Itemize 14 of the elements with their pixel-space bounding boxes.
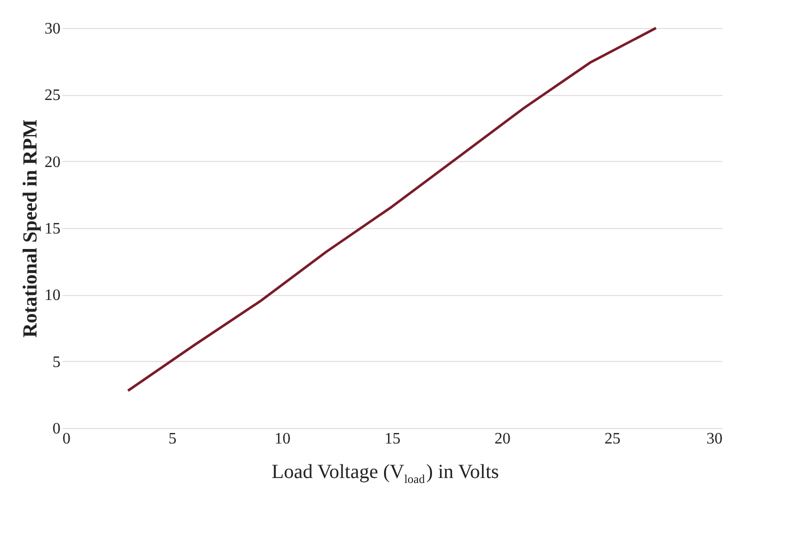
y-tick-label: 20 bbox=[44, 154, 60, 171]
x-tick-label: 15 bbox=[384, 430, 400, 448]
y-tick-label: 15 bbox=[44, 220, 60, 238]
x-tick-label: 25 bbox=[604, 430, 620, 448]
y-tick-label: 25 bbox=[44, 87, 60, 104]
y-axis-title: Rotational Speed in RPM bbox=[20, 119, 42, 338]
y-tick-label: 30 bbox=[44, 20, 60, 38]
x-tick-label: 30 bbox=[706, 430, 722, 448]
x-tick-label: 20 bbox=[494, 430, 510, 448]
x-tick-label: 5 bbox=[168, 430, 176, 448]
y-tick-label: 5 bbox=[52, 354, 60, 371]
line-series bbox=[126, 26, 658, 392]
y-tick-label: 10 bbox=[44, 287, 60, 304]
x-tick-label: 10 bbox=[274, 430, 290, 448]
